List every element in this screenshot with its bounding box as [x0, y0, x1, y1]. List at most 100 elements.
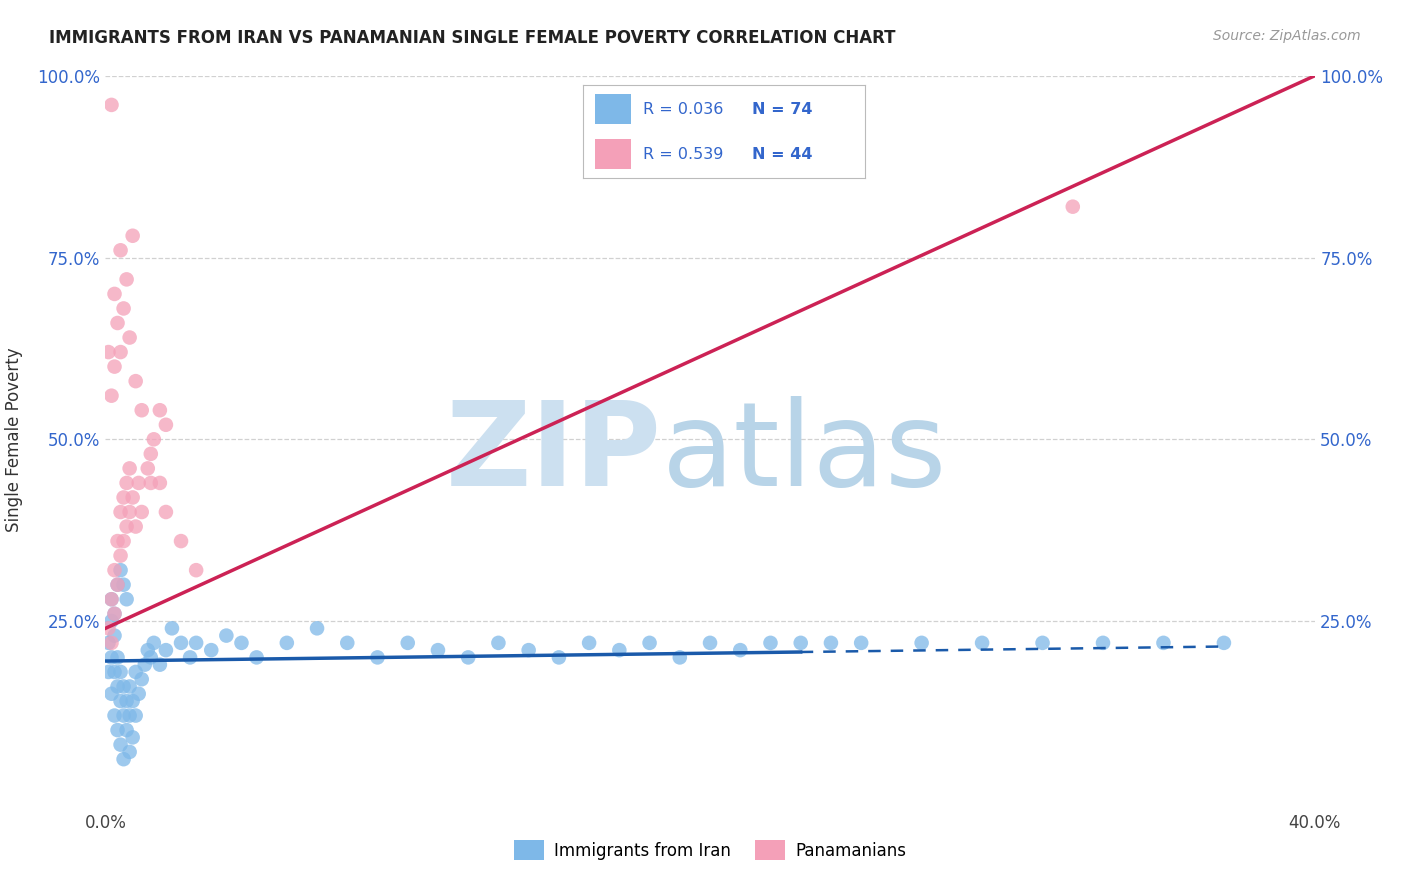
Text: Source: ZipAtlas.com: Source: ZipAtlas.com [1213, 29, 1361, 43]
Point [107, 534, 129, 549]
Point [307, 621, 329, 635]
Point [186, 563, 208, 577]
Point [730, 643, 752, 657]
Point [97, 621, 120, 635]
Bar [595, 139, 631, 169]
Point [115, 475, 138, 490]
Point [366, 650, 388, 665]
Bar [595, 95, 631, 124]
Point [1032, 636, 1054, 650]
Text: R = 0.036: R = 0.036 [643, 102, 723, 117]
Point [200, 643, 222, 657]
Point [142, 432, 165, 446]
Point [112, 534, 135, 549]
Point [112, 491, 135, 505]
Point [110, 549, 132, 563]
Point [100, 98, 122, 112]
Point [121, 731, 143, 745]
Point [609, 643, 631, 657]
Text: ZIP: ZIP [446, 396, 662, 511]
Point [110, 345, 132, 359]
Text: N = 74: N = 74 [752, 102, 813, 117]
Point [578, 636, 600, 650]
Point [103, 708, 125, 723]
Point [107, 650, 129, 665]
Point [112, 301, 135, 316]
Point [849, 636, 872, 650]
Point [911, 636, 934, 650]
Point [820, 636, 842, 650]
Point [118, 708, 141, 723]
Point [118, 680, 141, 694]
Point [669, 650, 692, 665]
Point [103, 665, 125, 679]
Point [139, 650, 162, 665]
Point [115, 723, 138, 737]
Point [97, 345, 120, 359]
Point [186, 636, 208, 650]
Point [107, 578, 129, 592]
Point [112, 578, 135, 592]
Point [149, 475, 172, 490]
Point [103, 607, 125, 621]
Legend: Immigrants from Iran, Panamanians: Immigrants from Iran, Panamanians [508, 833, 912, 867]
Point [121, 491, 143, 505]
Point [115, 694, 138, 708]
Point [112, 752, 135, 766]
Point [517, 643, 540, 657]
Point [112, 708, 135, 723]
Point [1212, 636, 1236, 650]
Point [336, 636, 359, 650]
Point [1062, 200, 1084, 214]
Point [149, 657, 172, 672]
Point [457, 650, 479, 665]
Point [112, 680, 135, 694]
Point [179, 650, 201, 665]
Point [107, 578, 129, 592]
Point [103, 607, 125, 621]
Point [124, 708, 148, 723]
Point [100, 636, 122, 650]
Point [110, 244, 132, 258]
Point [276, 636, 298, 650]
Point [115, 272, 138, 286]
Point [139, 475, 162, 490]
Point [136, 461, 159, 475]
Point [548, 650, 571, 665]
Point [100, 650, 122, 665]
Point [110, 694, 132, 708]
Point [128, 687, 150, 701]
Point [155, 417, 177, 432]
Point [100, 614, 122, 628]
Point [107, 680, 129, 694]
Point [118, 745, 141, 759]
Point [128, 475, 150, 490]
Point [134, 657, 156, 672]
Point [107, 723, 129, 737]
Point [155, 643, 177, 657]
Point [121, 694, 143, 708]
Point [246, 650, 269, 665]
Point [103, 629, 125, 643]
Point [970, 636, 993, 650]
Text: N = 44: N = 44 [752, 146, 813, 161]
Point [136, 643, 159, 657]
Point [170, 636, 193, 650]
Point [170, 534, 193, 549]
Point [107, 316, 129, 330]
Point [699, 636, 721, 650]
Point [759, 636, 782, 650]
Point [100, 592, 122, 607]
Point [103, 359, 125, 374]
Point [139, 447, 162, 461]
Point [160, 621, 183, 635]
Point [488, 636, 510, 650]
Point [110, 665, 132, 679]
Point [118, 505, 141, 519]
Point [638, 636, 661, 650]
Point [115, 592, 138, 607]
Point [427, 643, 450, 657]
Point [121, 228, 143, 243]
Point [215, 629, 238, 643]
Point [396, 636, 419, 650]
